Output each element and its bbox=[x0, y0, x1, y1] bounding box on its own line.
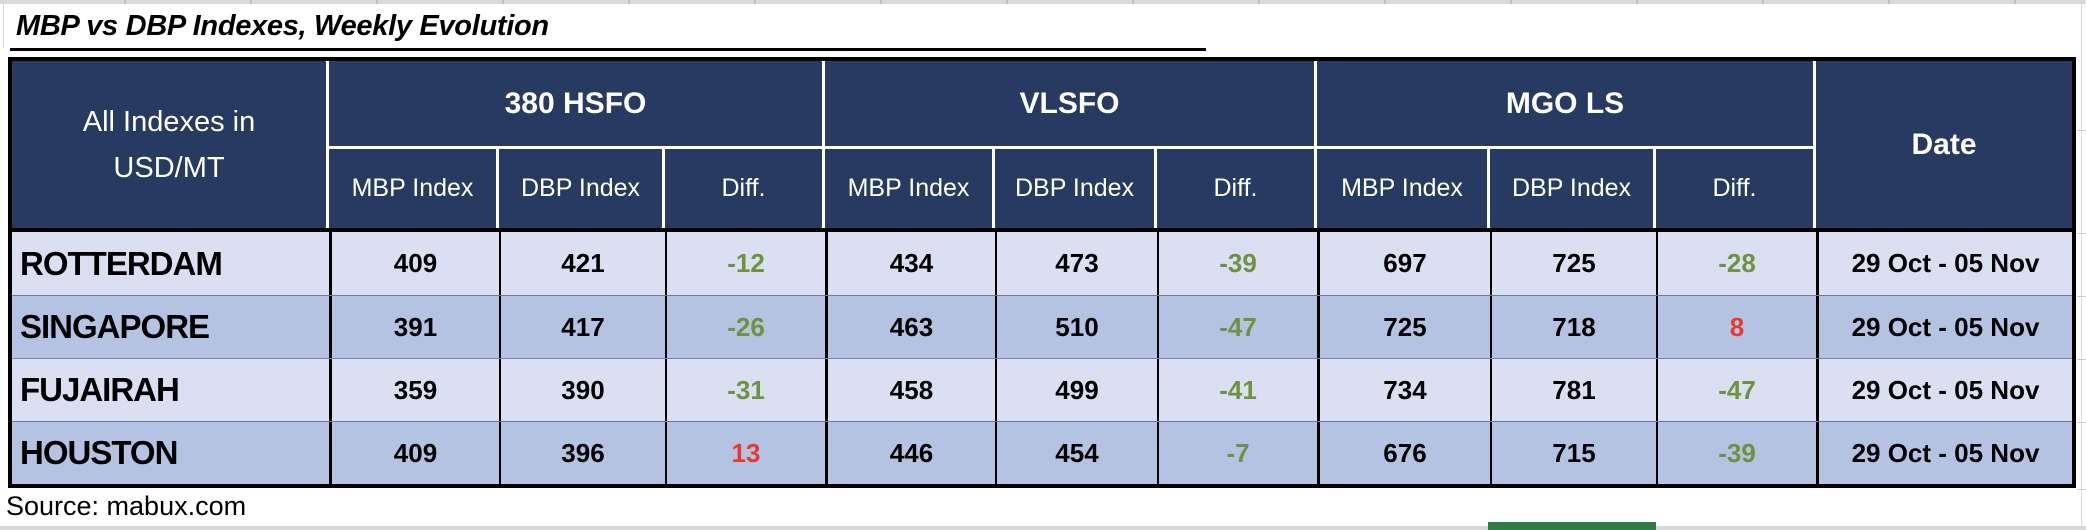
mgo-mbp-cell: 697 bbox=[1317, 232, 1490, 295]
hsfo-dbp-index-header: DBP Index bbox=[499, 149, 665, 228]
spreadsheet-gridline bbox=[2077, 489, 2086, 490]
hsfo-mbp-index-header: MBP Index bbox=[329, 149, 499, 228]
group-header-vlsfo: VLSFO bbox=[825, 61, 1317, 149]
spreadsheet-top-gridline-strip bbox=[0, 0, 2086, 4]
vlsfo-diff-header: Diff. bbox=[1157, 149, 1317, 228]
date-cell: 29 Oct - 05 Nov bbox=[1816, 422, 2072, 484]
vlsfo-diff-cell: -47 bbox=[1157, 296, 1317, 358]
date-cell: 29 Oct - 05 Nov bbox=[1816, 359, 2072, 421]
hsfo-diff-cell: -31 bbox=[665, 359, 825, 421]
group-header-mgo-ls: MGO LS bbox=[1317, 61, 1816, 149]
green-cell-fragment bbox=[1488, 522, 1656, 530]
vlsfo-dbp-cell: 499 bbox=[995, 359, 1157, 421]
mgo-mbp-index-header: MBP Index bbox=[1317, 149, 1490, 228]
mgo-diff-cell: -28 bbox=[1656, 232, 1816, 295]
mgo-mbp-cell: 734 bbox=[1317, 359, 1490, 421]
table-row-singapore: SINGAPORE 391 417 -26 463 510 -47 725 71… bbox=[12, 295, 2072, 358]
spreadsheet-gridline bbox=[2077, 296, 2086, 297]
port-cell: FUJAIRAH bbox=[20, 371, 180, 408]
mgo-dbp-cell: 725 bbox=[1490, 232, 1656, 295]
spreadsheet-gridline bbox=[2077, 359, 2086, 360]
spreadsheet-gridline bbox=[2077, 422, 2086, 423]
corner-header: All Indexes in USD/MT bbox=[12, 61, 329, 228]
table-row-fujairah: FUJAIRAH 359 390 -31 458 499 -41 734 781… bbox=[12, 358, 2072, 421]
table-row-houston: HOUSTON 409 396 13 446 454 -7 676 715 -3… bbox=[12, 421, 2072, 484]
date-cell: 29 Oct - 05 Nov bbox=[1816, 232, 2072, 295]
mgo-dbp-cell: 715 bbox=[1490, 422, 1656, 484]
vlsfo-dbp-cell: 454 bbox=[995, 422, 1157, 484]
date-header: Date bbox=[1816, 61, 2072, 228]
table-row-rotterdam: ROTTERDAM 409 421 -12 434 473 -39 697 72… bbox=[12, 232, 2072, 295]
mgo-diff-cell: -47 bbox=[1656, 359, 1816, 421]
mgo-diff-cell: -39 bbox=[1656, 422, 1816, 484]
vlsfo-mbp-index-header: MBP Index bbox=[825, 149, 995, 228]
indexes-table: All Indexes in USD/MT 380 HSFO VLSFO MGO… bbox=[8, 57, 2076, 488]
hsfo-mbp-cell: 391 bbox=[329, 296, 499, 358]
vlsfo-mbp-cell: 434 bbox=[825, 232, 995, 295]
hsfo-dbp-cell: 396 bbox=[499, 422, 665, 484]
source-note: Source: mabux.com bbox=[6, 491, 247, 521]
hsfo-mbp-cell: 409 bbox=[329, 422, 499, 484]
vlsfo-mbp-cell: 446 bbox=[825, 422, 995, 484]
mgo-mbp-cell: 725 bbox=[1317, 296, 1490, 358]
mgo-dbp-cell: 781 bbox=[1490, 359, 1656, 421]
spreadsheet-gridline bbox=[3, 4, 4, 48]
hsfo-diff-cell: -12 bbox=[665, 232, 825, 295]
table-header: All Indexes in USD/MT 380 HSFO VLSFO MGO… bbox=[12, 61, 2072, 232]
vlsfo-mbp-cell: 458 bbox=[825, 359, 995, 421]
port-cell: HOUSTON bbox=[20, 434, 178, 471]
vlsfo-diff-cell: -41 bbox=[1157, 359, 1317, 421]
hsfo-mbp-cell: 359 bbox=[329, 359, 499, 421]
port-cell: SINGAPORE bbox=[20, 308, 210, 345]
hsfo-dbp-cell: 390 bbox=[499, 359, 665, 421]
hsfo-dbp-cell: 417 bbox=[499, 296, 665, 358]
corner-header-line2: USD/MT bbox=[113, 151, 225, 184]
mgo-dbp-index-header: DBP Index bbox=[1490, 149, 1656, 228]
mgo-diff-header: Diff. bbox=[1656, 149, 1816, 228]
vlsfo-dbp-cell: 473 bbox=[995, 232, 1157, 295]
vlsfo-dbp-index-header: DBP Index bbox=[995, 149, 1157, 228]
vlsfo-dbp-cell: 510 bbox=[995, 296, 1157, 358]
hsfo-diff-cell: 13 bbox=[665, 422, 825, 484]
group-header-380-hsfo: 380 HSFO bbox=[329, 61, 825, 149]
hsfo-dbp-cell: 421 bbox=[499, 232, 665, 295]
hsfo-diff-header: Diff. bbox=[665, 149, 825, 228]
vlsfo-mbp-cell: 463 bbox=[825, 296, 995, 358]
hsfo-mbp-cell: 409 bbox=[329, 232, 499, 295]
spreadsheet-gridline bbox=[2081, 0, 2082, 530]
date-cell: 29 Oct - 05 Nov bbox=[1816, 296, 2072, 358]
corner-header-line1: All Indexes in bbox=[82, 105, 256, 138]
vlsfo-diff-cell: -7 bbox=[1157, 422, 1317, 484]
port-cell: ROTTERDAM bbox=[20, 244, 223, 282]
table-body: ROTTERDAM 409 421 -12 434 473 -39 697 72… bbox=[12, 232, 2072, 484]
mgo-mbp-cell: 676 bbox=[1317, 422, 1490, 484]
mgo-dbp-cell: 718 bbox=[1490, 296, 1656, 358]
hsfo-diff-cell: -26 bbox=[665, 296, 825, 358]
mgo-diff-cell: 8 bbox=[1656, 296, 1816, 358]
spreadsheet-gridline bbox=[2077, 233, 2086, 234]
spreadsheet-gridline bbox=[2077, 130, 2086, 131]
vlsfo-diff-cell: -39 bbox=[1157, 232, 1317, 295]
page-title: MBP vs DBP Indexes, Weekly Evolution bbox=[10, 5, 1206, 51]
spreadsheet-bottom-gridline-strip bbox=[0, 526, 2086, 530]
